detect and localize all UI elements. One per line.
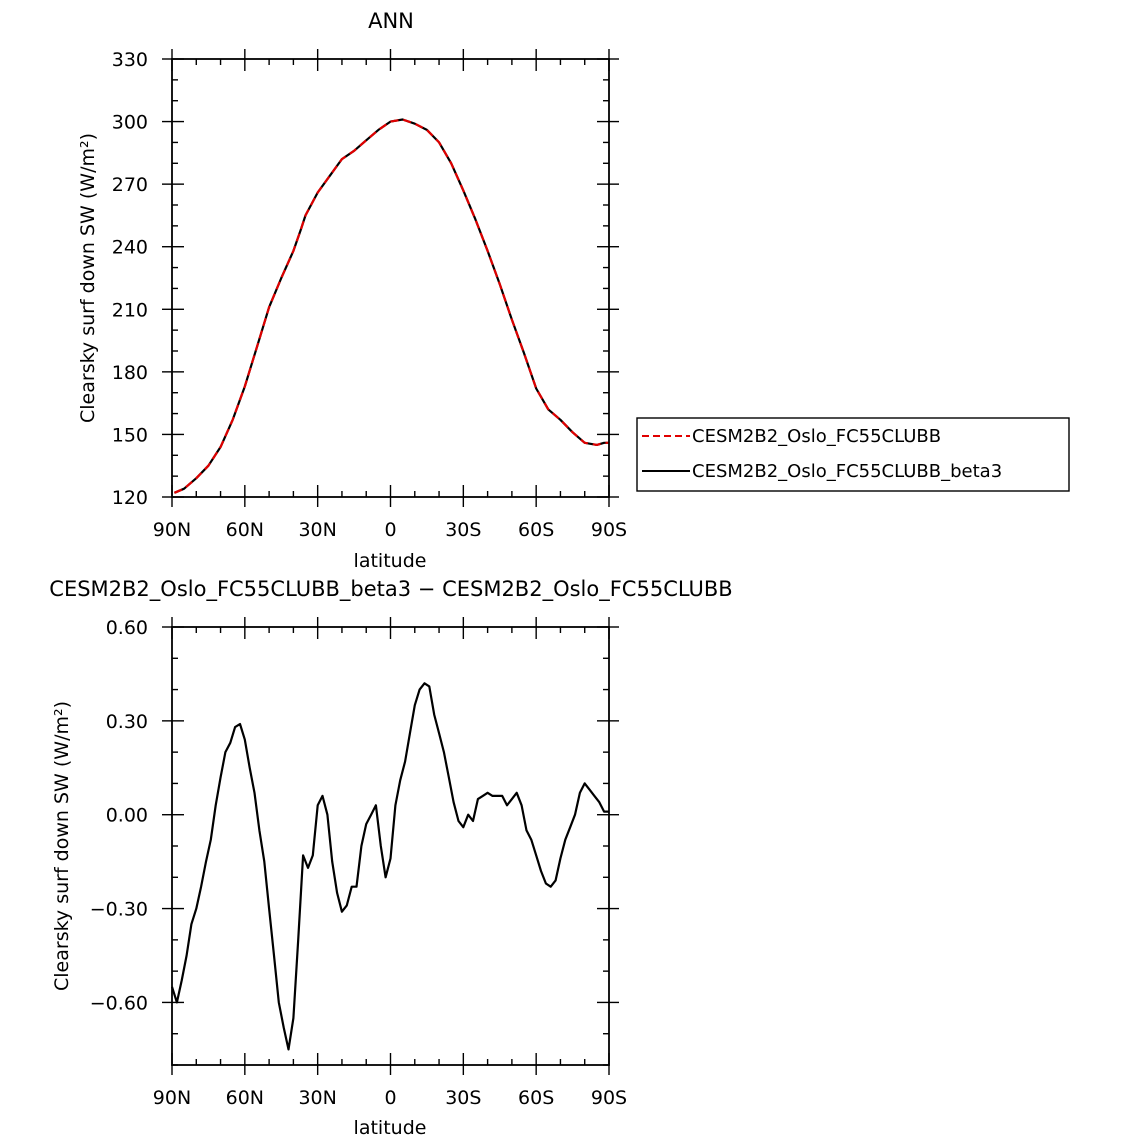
top-y-tick-label: 150 <box>112 424 148 446</box>
bottom-y-tick-label: 0.30 <box>106 711 148 733</box>
bottom-y-tick-label: 0.00 <box>106 805 148 827</box>
top-series-lines <box>173 118 609 494</box>
top-y-tick-label: 120 <box>112 487 148 509</box>
top-y-axis-label: Clearsky surf down SW (W/m²) <box>77 133 99 423</box>
top-x-tick-label: 30S <box>445 519 481 541</box>
bottom-x-tick-label: 90N <box>153 1087 191 1109</box>
bottom-y-tick-label: −0.60 <box>90 992 148 1014</box>
bottom-x-tick-label: 30N <box>298 1087 336 1109</box>
top-y-tick-label: 300 <box>112 112 148 134</box>
bottom-x-tick-label: 0 <box>384 1087 396 1109</box>
top-legend: CESM2B2_Oslo_FC55CLUBB CESM2B2_Oslo_FC55… <box>636 417 1070 492</box>
bottom-x-axis-label: latitude <box>354 1117 427 1139</box>
bottom-x-ticks: 90N 60N 30N 0 30S 60S 90S <box>153 617 627 1109</box>
top-panel: ANN 90N 60N 30N 0 30S 60S 90S 120 150 180 210 240 2… <box>77 9 1070 572</box>
bottom-series-lines <box>170 682 609 1051</box>
bottom-x-tick-label: 30S <box>445 1087 481 1109</box>
top-y-tick-label: 240 <box>112 237 148 259</box>
top-x-ticks: 90N 60N 30N 0 30S 60S 90S <box>153 49 627 541</box>
bottom-y-axis-label: Clearsky surf down SW (W/m²) <box>51 701 73 991</box>
bottom-chart-title: CESM2B2_Oslo_FC55CLUBB_beta3 − CESM2B2_O… <box>49 577 732 602</box>
top-plot-frame <box>171 58 610 498</box>
top-x-axis-label: latitude <box>354 550 427 572</box>
top-x-tick-label: 0 <box>384 519 396 541</box>
legend-label-series-1: CESM2B2_Oslo_FC55CLUBB_beta3 <box>692 461 1002 482</box>
top-series-line-0 <box>173 118 609 494</box>
bottom-x-tick-label: 60N <box>226 1087 264 1109</box>
bottom-y-ticks: −0.60 −0.30 0.00 0.30 0.60 <box>90 617 619 1066</box>
bottom-plot-frame <box>171 626 610 1066</box>
top-x-tick-label: 90N <box>153 519 191 541</box>
top-y-ticks: 120 150 180 210 240 270 300 330 <box>112 49 619 509</box>
top-x-tick-label: 60S <box>518 519 554 541</box>
top-y-tick-label: 210 <box>112 299 148 321</box>
bottom-panel: CESM2B2_Oslo_FC55CLUBB_beta3 − CESM2B2_O… <box>49 577 732 1139</box>
legend-label-series-0: CESM2B2_Oslo_FC55CLUBB <box>692 426 941 447</box>
bottom-x-tick-label: 60S <box>518 1087 554 1109</box>
top-y-tick-label: 330 <box>112 49 148 71</box>
legend-box <box>636 417 1070 492</box>
bottom-y-tick-label: −0.30 <box>90 899 148 921</box>
bottom-series-line-0 <box>170 682 609 1051</box>
top-y-tick-label: 180 <box>112 362 148 384</box>
top-x-tick-label: 90S <box>591 519 627 541</box>
top-series-line-1 <box>173 118 609 494</box>
bottom-y-tick-label: 0.60 <box>106 617 148 639</box>
top-x-tick-label: 60N <box>226 519 264 541</box>
top-y-tick-label: 270 <box>112 174 148 196</box>
bottom-x-tick-label: 90S <box>591 1087 627 1109</box>
top-chart-title: ANN <box>368 9 414 33</box>
top-x-tick-label: 30N <box>298 519 336 541</box>
